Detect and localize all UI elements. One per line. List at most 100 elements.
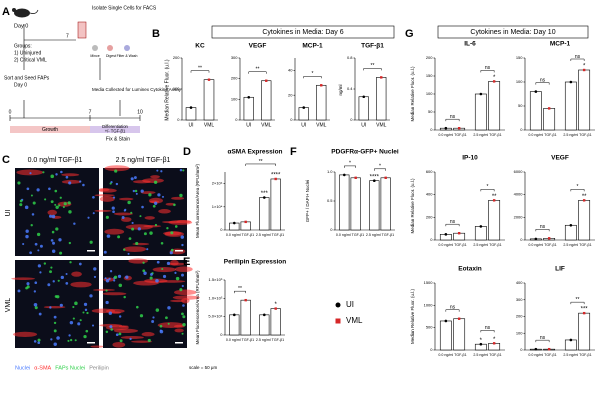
y-axis-label: Median Relative Fluor. (u.l.) — [410, 66, 415, 122]
significance: * — [379, 164, 381, 170]
stain-nucleus — [130, 211, 133, 214]
label: Filter & Wash — [117, 54, 138, 58]
y-tick-label: 200 — [426, 55, 433, 60]
y-tick-label: 1.0 — [327, 169, 333, 174]
mean-marker — [457, 317, 461, 320]
stain-fiber — [104, 165, 130, 172]
stain-nucleus — [103, 250, 107, 254]
panel-label: E — [183, 256, 190, 268]
stain-nucleus — [38, 312, 42, 316]
y-tick-label: 0 — [520, 347, 523, 352]
mean-marker — [582, 311, 586, 315]
stain-nucleus — [65, 282, 69, 285]
stain-nucleus — [33, 340, 37, 343]
panel-label: D — [183, 146, 191, 158]
chart-title: TGF-β1 — [361, 43, 384, 50]
stain-fiber — [61, 173, 80, 177]
significance-bracket — [445, 223, 460, 227]
significance: ** — [259, 159, 263, 165]
stain-nucleus — [54, 189, 58, 193]
dish-icon — [124, 45, 130, 51]
y-tick-label: 1.0×10⁵ — [208, 295, 222, 300]
x-tick-label: VML — [376, 122, 387, 128]
mean-marker — [263, 196, 266, 199]
stain-nucleus — [152, 316, 155, 319]
y-tick-label: 0.8 — [347, 55, 353, 60]
stain-nucleus — [109, 182, 112, 185]
significance: ns — [450, 219, 456, 225]
stain-nucleus — [112, 196, 116, 199]
stain-nucleus — [141, 205, 144, 209]
stain-nucleus — [105, 300, 109, 305]
x-tick-label: 2.5 ng/ml TGF-β1 — [256, 233, 284, 237]
stain-nucleus — [89, 294, 93, 298]
stain-nucleus — [155, 308, 160, 312]
stain-nucleus — [119, 339, 123, 343]
x-tick-label: 2.5 ng/ml TGF-β1 — [473, 353, 501, 357]
stain-nucleus — [83, 335, 87, 339]
significance: ns — [450, 114, 456, 120]
stain-nucleus — [93, 275, 97, 279]
stain-nucleus — [79, 180, 82, 183]
mean-marker — [582, 68, 586, 72]
label: Groups: — [14, 43, 32, 49]
chart-title: Eotaxin — [458, 266, 482, 273]
y-tick-label: 6000 — [514, 169, 524, 174]
stain-nucleus — [117, 235, 121, 239]
bar — [316, 84, 327, 121]
stain-fiber — [152, 266, 177, 273]
stain-nucleus — [65, 272, 68, 275]
y-tick-label: 0.5 — [327, 198, 333, 203]
stain-nucleus — [152, 204, 156, 208]
stain-nucleus — [51, 230, 55, 234]
label: Media Collected for Luminex Cytokine Ass… — [92, 87, 182, 92]
stain-fiber — [112, 341, 126, 348]
stain-fiber — [61, 179, 82, 184]
mouse-tail — [29, 9, 39, 14]
stain-fiber — [158, 209, 171, 214]
x-tick-label: 0.0 ng/ml TGF-β1 — [528, 133, 556, 137]
label: +/- TGF-β1 — [105, 129, 126, 134]
stain-nucleus — [50, 338, 53, 341]
y-tick-label: 300 — [516, 297, 523, 302]
stain-nucleus — [139, 314, 144, 318]
mean-marker — [534, 90, 538, 93]
panel-a-art — [10, 8, 140, 133]
mean-marker — [492, 80, 496, 83]
stain-nucleus — [181, 332, 184, 335]
significance-bracket — [190, 70, 210, 73]
stain-nucleus — [55, 173, 58, 176]
label: Differentiation — [102, 124, 128, 129]
stain-nucleus — [19, 203, 23, 207]
stain-nucleus — [60, 275, 64, 280]
mean-marker — [263, 313, 266, 317]
stain-nucleus — [181, 312, 184, 316]
significance: ** — [582, 194, 587, 200]
label: 2) Critical VML — [14, 57, 47, 63]
stain-fiber — [94, 209, 112, 212]
stain-nucleus — [111, 206, 115, 210]
stain-nucleus — [26, 187, 30, 191]
stain-nucleus — [87, 216, 90, 219]
y-tick-label: 150 — [426, 73, 433, 78]
x-tick-label: VML — [316, 122, 327, 128]
stain-nucleus — [29, 251, 32, 255]
significance: * — [577, 184, 579, 190]
dish-icon — [107, 45, 113, 51]
stain-legend: Nuclei — [15, 365, 30, 371]
stain-nucleus — [109, 270, 113, 273]
stain-nucleus — [137, 227, 141, 231]
label: Digest — [106, 54, 116, 58]
stain-nucleus — [161, 195, 165, 198]
stain-nucleus — [54, 203, 57, 206]
label: Growth — [42, 127, 58, 133]
stain-fiber — [132, 242, 150, 246]
y-tick-label: 0 — [235, 117, 238, 122]
stain-nucleus — [79, 319, 82, 322]
mean-marker — [569, 223, 573, 227]
significance: * — [583, 64, 586, 70]
stain-nucleus — [36, 188, 40, 192]
stain-fiber — [171, 196, 185, 200]
significance: ns — [575, 54, 581, 60]
stain-nucleus — [174, 225, 178, 228]
